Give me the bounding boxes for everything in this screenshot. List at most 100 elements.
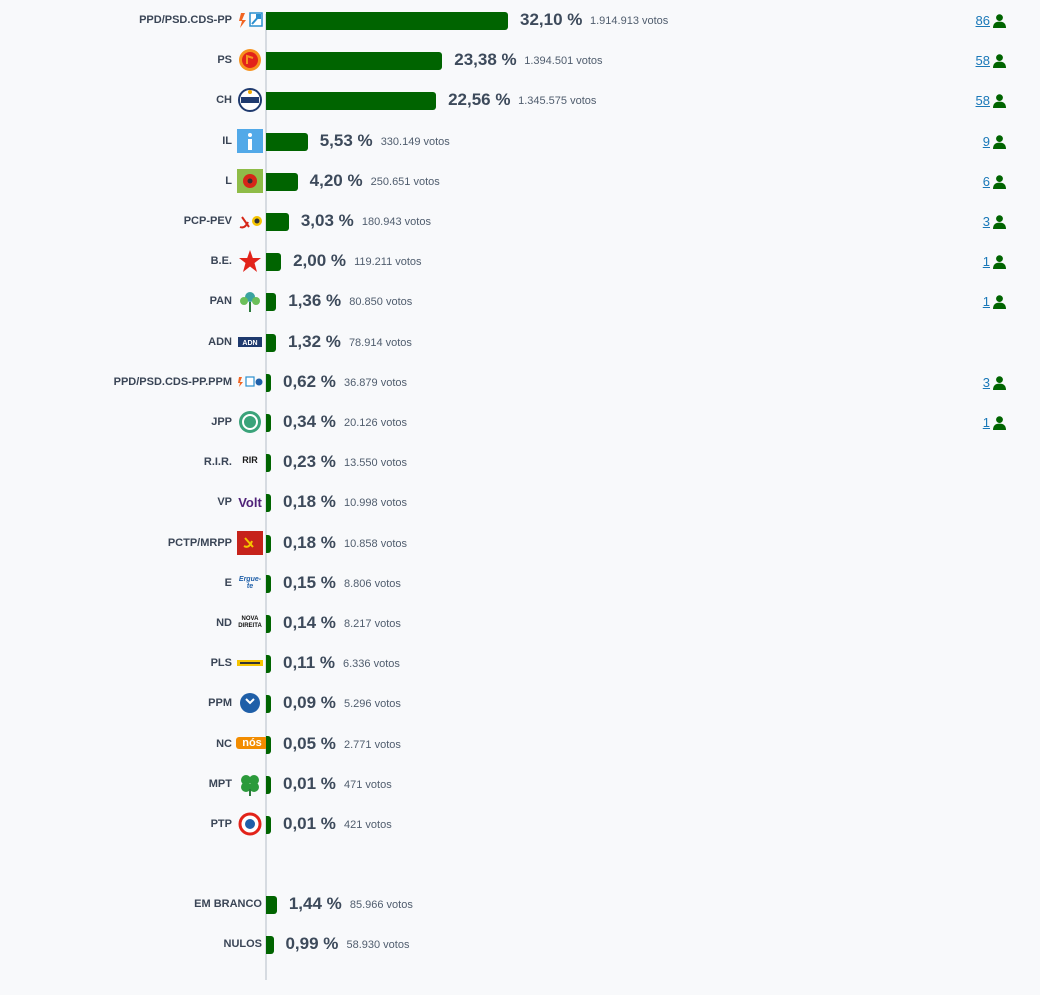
party-name: JPP <box>211 416 232 428</box>
votes-label: 10.998 votos <box>344 497 407 510</box>
party-row: PCP-PEV 3,03 % 180.943 votos 3 <box>0 207 1040 237</box>
party-name: PTP <box>210 818 232 830</box>
pan-logo <box>236 289 264 313</box>
rir-logo: RIR <box>242 455 258 466</box>
percentage-label: 2,00 % <box>293 251 346 271</box>
party-row: PS 23,38 % 1.394.501 votos 58 <box>0 46 1040 76</box>
result-bar <box>266 574 271 593</box>
party-name: NULOS <box>223 938 263 951</box>
result-bar <box>266 695 271 714</box>
percentage-label: 0,15 % <box>283 572 336 592</box>
party-name: PCTP/MRPP <box>167 536 232 549</box>
votes-label: 1.345.575 votos <box>518 95 597 108</box>
seats-link[interactable]: 6 <box>982 173 990 189</box>
ergue-te-logo: Ergue-te <box>238 575 262 590</box>
party-row: VP Volt 0,18 % 10.998 votos <box>0 488 1040 518</box>
person-icon <box>993 295 1006 310</box>
result-bar <box>266 52 443 71</box>
seats-link[interactable]: 1 <box>982 294 990 310</box>
livre-logo <box>236 168 264 193</box>
result-bar <box>266 735 271 754</box>
votes-label: 180.943 votos <box>361 216 431 228</box>
nos-cidadaos-logo: nós <box>236 732 268 756</box>
seats-link[interactable]: 9 <box>982 133 990 149</box>
result-bar <box>266 373 271 392</box>
party-row: EM BRANCO 1,44 % 85.966 votos <box>0 890 1040 920</box>
result-bar <box>266 615 271 633</box>
party-row: PLS 0,11 % 6.336 votos <box>0 649 1040 679</box>
percentage-label: 0,11 % <box>283 653 335 673</box>
percentage-label: 5,53 % <box>319 130 373 150</box>
result-bar <box>266 655 271 674</box>
percentage-label: 0,09 % <box>283 693 336 713</box>
party-name: PLS <box>210 657 232 670</box>
votes-label: 330.149 votos <box>380 135 450 148</box>
party-row: NULOS 0,99 % 58.930 votos <box>0 930 1040 960</box>
votes-label: 36.879 votos <box>344 376 407 389</box>
party-row: NC nós 0,05 % 2.771 votos <box>0 730 1040 760</box>
person-icon <box>993 174 1006 189</box>
seats-link[interactable]: 1 <box>982 415 990 430</box>
percentage-label: 1,32 % <box>287 331 341 351</box>
seats-link[interactable]: 1 <box>982 254 990 270</box>
party-name: L <box>225 174 232 187</box>
percentage-label: 0,23 % <box>283 452 336 472</box>
seats-link[interactable]: 58 <box>975 53 990 69</box>
result-bar <box>266 12 508 30</box>
votes-label: 1.914.913 votos <box>590 15 669 27</box>
votes-label: 6.336 votos <box>343 658 400 671</box>
party-name: VP <box>217 496 232 509</box>
party-name: PPM <box>208 697 232 710</box>
person-icon <box>993 134 1006 149</box>
ppd-cds-ppm-logo <box>236 370 264 394</box>
party-row: PPM 0,09 % 5.296 votos <box>0 689 1040 719</box>
percentage-label: 3,03 % <box>300 211 354 230</box>
percentage-label: 0,01 % <box>283 814 336 833</box>
result-bar <box>266 333 276 352</box>
person-icon <box>993 255 1006 270</box>
nova-direita-logo: NOVA DIREITA <box>238 616 262 629</box>
seats-link[interactable]: 86 <box>975 13 990 28</box>
result-bar <box>266 293 277 312</box>
pls-logo <box>236 651 264 675</box>
party-name: PPD/PSD.CDS-PP <box>139 14 232 26</box>
party-name: EM BRANCO <box>194 898 262 911</box>
result-bar <box>266 132 308 151</box>
person-icon <box>993 215 1006 229</box>
svg-text:ADN: ADN <box>242 340 257 347</box>
party-name: NC <box>216 737 232 750</box>
percentage-label: 0,05 % <box>283 733 336 753</box>
party-row: PPD/PSD.CDS-PP 32,10 % 1.914.913 votos 86 <box>0 6 1040 36</box>
percentage-label: 1,36 % <box>288 291 342 311</box>
party-row: JPP 0,34 % 20.126 votos 1 <box>0 408 1040 438</box>
seats-link[interactable]: 58 <box>975 93 990 109</box>
person-icon <box>993 94 1006 109</box>
percentage-label: 22,56 % <box>448 90 511 110</box>
ps-logo <box>236 48 264 72</box>
pcp-pev-logo <box>236 209 264 233</box>
party-name: ADN <box>208 335 232 348</box>
votes-label: 8.806 votos <box>344 577 401 590</box>
result-bar <box>266 414 271 432</box>
seats-link[interactable]: 3 <box>982 374 990 390</box>
person-icon <box>993 54 1006 69</box>
party-row: CH 22,56 % 1.345.575 votos 58 <box>0 86 1040 116</box>
party-name: B.E. <box>210 255 232 268</box>
il-logo <box>236 128 264 153</box>
party-row: PTP 0,01 % 421 votos <box>0 810 1040 840</box>
chega-logo <box>236 88 264 113</box>
party-name: R.I.R. <box>203 456 232 469</box>
votes-label: 20.126 votos <box>344 417 407 429</box>
ppd-cds-logo <box>236 8 264 32</box>
seats-link[interactable]: 3 <box>982 214 990 229</box>
votes-label: 58.930 votos <box>346 939 410 952</box>
result-bar <box>266 775 271 794</box>
percentage-label: 0,62 % <box>283 371 336 391</box>
percentage-label: 0,18 % <box>283 532 336 552</box>
party-name: MPT <box>208 777 232 790</box>
party-row: PPD/PSD.CDS-PP.PPM 0,62 % 36.879 votos 3 <box>0 368 1040 398</box>
result-bar <box>266 534 271 553</box>
result-bar <box>266 454 271 473</box>
party-name: PAN <box>209 295 232 308</box>
ptp-logo <box>236 812 264 836</box>
